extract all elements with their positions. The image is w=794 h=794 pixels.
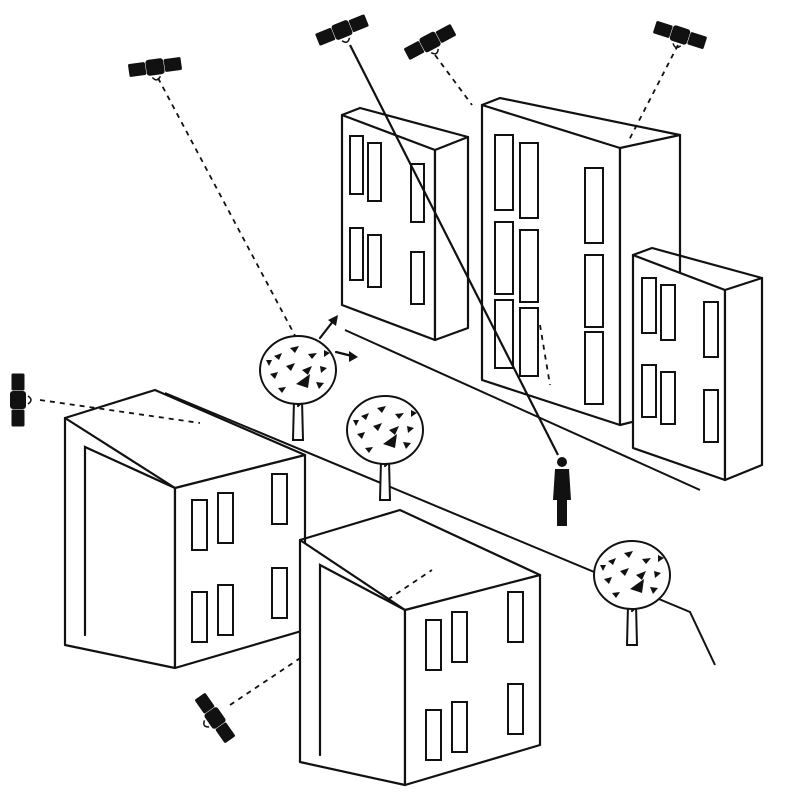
satellite-icon bbox=[402, 21, 460, 67]
street-near-edge bbox=[164, 392, 716, 666]
building-back-right bbox=[631, 246, 764, 482]
satellite-icon bbox=[9, 373, 32, 427]
tree-icon bbox=[592, 539, 672, 647]
street-far-edge bbox=[344, 329, 701, 491]
scatter-arrows bbox=[318, 315, 358, 362]
person-icon bbox=[553, 457, 571, 526]
building-front-left bbox=[63, 388, 307, 670]
tree-icon bbox=[258, 334, 338, 442]
building-back-left bbox=[340, 106, 470, 342]
satellite-icon bbox=[650, 18, 708, 57]
building-front-right bbox=[298, 508, 542, 787]
satellite-icon bbox=[314, 12, 372, 53]
satellite-icon bbox=[188, 691, 238, 748]
satellite-icon bbox=[127, 54, 184, 85]
tree-icon bbox=[345, 394, 425, 502]
